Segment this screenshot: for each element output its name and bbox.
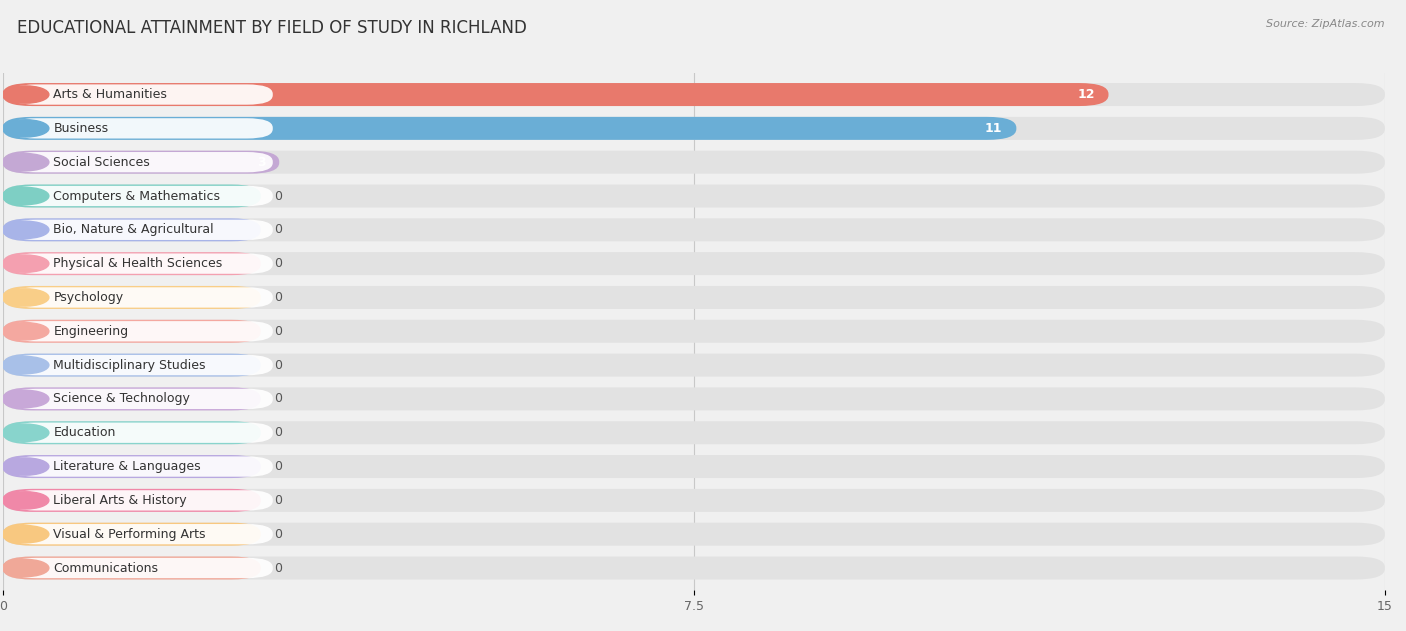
Text: 0: 0 [274,223,283,237]
Text: 0: 0 [274,392,283,405]
Circle shape [1,255,49,272]
FancyBboxPatch shape [3,83,1385,106]
FancyBboxPatch shape [3,218,1385,241]
FancyBboxPatch shape [10,254,273,274]
Text: Computers & Mathematics: Computers & Mathematics [53,189,221,203]
Text: Psychology: Psychology [53,291,124,304]
Circle shape [1,221,49,239]
FancyBboxPatch shape [3,184,260,208]
FancyBboxPatch shape [3,151,1385,174]
Text: Engineering: Engineering [53,325,128,338]
Text: 0: 0 [274,257,283,270]
Circle shape [1,153,49,171]
Text: 0: 0 [274,358,283,372]
Text: Education: Education [53,426,115,439]
Text: Visual & Performing Arts: Visual & Performing Arts [53,528,207,541]
FancyBboxPatch shape [10,456,273,476]
Circle shape [1,357,49,374]
FancyBboxPatch shape [3,353,260,377]
FancyBboxPatch shape [10,423,273,443]
FancyBboxPatch shape [10,152,273,172]
FancyBboxPatch shape [3,286,1385,309]
Text: Business: Business [53,122,108,135]
FancyBboxPatch shape [10,389,273,409]
FancyBboxPatch shape [3,184,1385,208]
FancyBboxPatch shape [10,118,273,139]
FancyBboxPatch shape [3,422,1385,444]
Text: 0: 0 [274,562,283,574]
FancyBboxPatch shape [3,557,260,579]
FancyBboxPatch shape [3,387,1385,410]
Text: 0: 0 [274,189,283,203]
Circle shape [1,492,49,509]
FancyBboxPatch shape [3,151,280,174]
Circle shape [1,458,49,475]
Text: Physical & Health Sciences: Physical & Health Sciences [53,257,222,270]
FancyBboxPatch shape [3,422,260,444]
FancyBboxPatch shape [3,455,1385,478]
Text: Social Sciences: Social Sciences [53,156,150,168]
FancyBboxPatch shape [3,218,260,241]
FancyBboxPatch shape [3,522,1385,546]
Circle shape [1,187,49,204]
FancyBboxPatch shape [3,83,1108,106]
FancyBboxPatch shape [3,489,260,512]
FancyBboxPatch shape [3,252,260,275]
FancyBboxPatch shape [3,489,1385,512]
Text: 11: 11 [986,122,1002,135]
Text: 0: 0 [274,460,283,473]
Text: Communications: Communications [53,562,159,574]
Text: 0: 0 [274,528,283,541]
Text: 3: 3 [257,156,266,168]
Circle shape [1,424,49,441]
Circle shape [1,322,49,340]
FancyBboxPatch shape [3,387,260,410]
Text: Arts & Humanities: Arts & Humanities [53,88,167,101]
Text: 0: 0 [274,325,283,338]
FancyBboxPatch shape [3,117,1385,140]
Text: Science & Technology: Science & Technology [53,392,190,405]
FancyBboxPatch shape [3,320,1385,343]
Text: Multidisciplinary Studies: Multidisciplinary Studies [53,358,207,372]
Text: 0: 0 [274,494,283,507]
FancyBboxPatch shape [10,287,273,307]
Text: Liberal Arts & History: Liberal Arts & History [53,494,187,507]
FancyBboxPatch shape [3,117,1017,140]
Text: 12: 12 [1077,88,1095,101]
Text: Literature & Languages: Literature & Languages [53,460,201,473]
Text: Source: ZipAtlas.com: Source: ZipAtlas.com [1267,19,1385,29]
FancyBboxPatch shape [3,455,260,478]
FancyBboxPatch shape [3,353,1385,377]
FancyBboxPatch shape [10,220,273,240]
FancyBboxPatch shape [10,558,273,578]
Text: 0: 0 [274,426,283,439]
Circle shape [1,86,49,103]
FancyBboxPatch shape [10,524,273,545]
Text: EDUCATIONAL ATTAINMENT BY FIELD OF STUDY IN RICHLAND: EDUCATIONAL ATTAINMENT BY FIELD OF STUDY… [17,19,527,37]
FancyBboxPatch shape [3,522,260,546]
Text: 0: 0 [274,291,283,304]
FancyBboxPatch shape [10,321,273,341]
Circle shape [1,559,49,577]
Circle shape [1,526,49,543]
Circle shape [1,120,49,137]
Circle shape [1,391,49,408]
FancyBboxPatch shape [10,186,273,206]
FancyBboxPatch shape [3,252,1385,275]
FancyBboxPatch shape [10,490,273,510]
Text: Bio, Nature & Agricultural: Bio, Nature & Agricultural [53,223,214,237]
FancyBboxPatch shape [3,557,1385,579]
Circle shape [1,289,49,306]
FancyBboxPatch shape [10,355,273,375]
FancyBboxPatch shape [3,320,260,343]
FancyBboxPatch shape [10,85,273,105]
FancyBboxPatch shape [3,286,260,309]
